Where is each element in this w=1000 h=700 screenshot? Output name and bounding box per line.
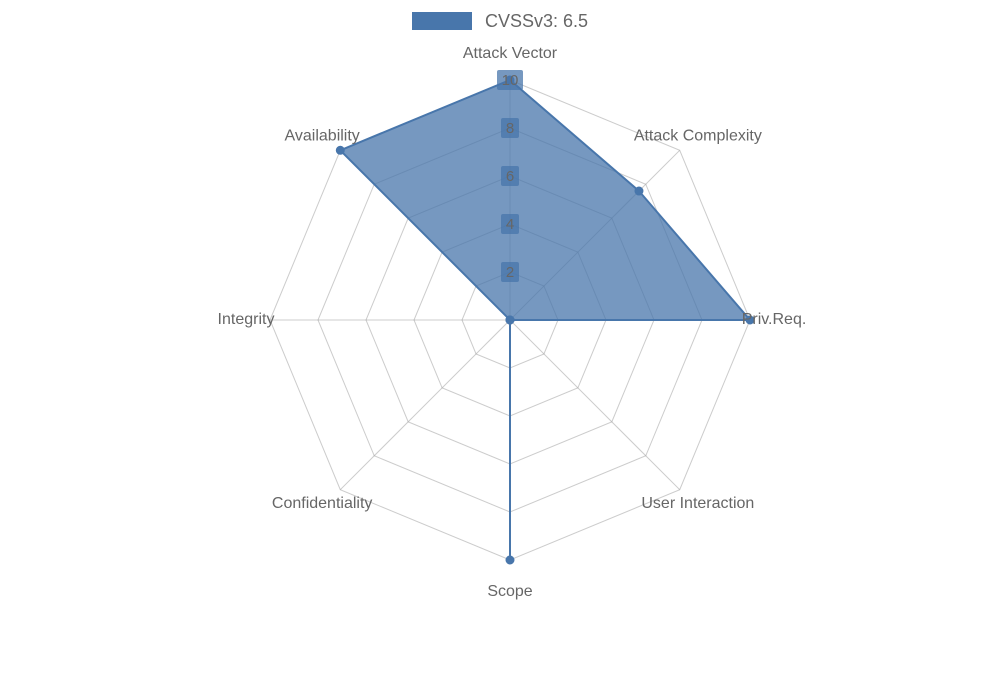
axis-label: Confidentiality (272, 495, 373, 512)
data-point (336, 146, 344, 154)
axis-label: Scope (487, 583, 532, 600)
data-point (506, 316, 514, 324)
axis-label: Availability (285, 127, 360, 144)
tick-label: 4 (506, 216, 514, 233)
tick-label: 8 (506, 120, 514, 137)
tick-label: 2 (506, 264, 514, 281)
axis-label: Attack Complexity (634, 127, 762, 144)
data-point (635, 187, 643, 195)
radar-chart: 2 4 6 8 10 Attack Vector Attack Complexity Priv… (0, 0, 1000, 700)
axis-label: User Interaction (641, 495, 754, 512)
data-point (506, 556, 514, 564)
axis-label: Integrity (218, 311, 275, 328)
tick-label: 6 (506, 168, 514, 185)
axis-label: Attack Vector (463, 45, 558, 62)
axis-label: Priv.Req. (742, 311, 807, 328)
tick-label: 10 (502, 72, 519, 89)
